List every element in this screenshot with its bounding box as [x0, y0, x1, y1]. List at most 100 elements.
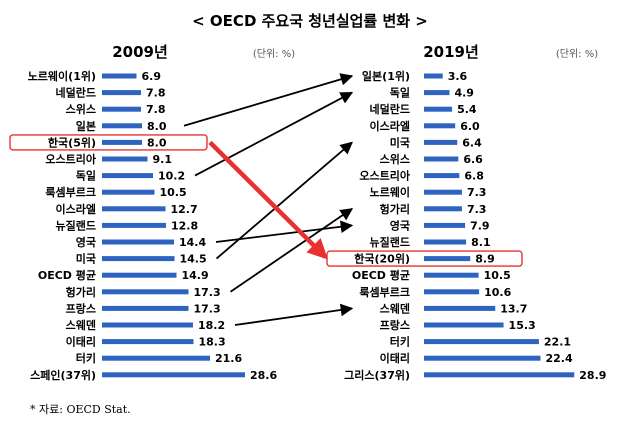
right-bar-OECD-평균 [424, 272, 479, 278]
left-bar-프랑스 [102, 305, 189, 311]
left-category-label-프랑스: 프랑스 [66, 302, 96, 315]
left-value-label-스웨덴: 18.2 [198, 319, 225, 332]
left-category-label-네덜란드: 네덜란드 [56, 86, 96, 100]
left-category-label-헝가리: 헝가리 [66, 285, 96, 299]
left-category-label-뉴질랜드: 뉴질랜드 [56, 218, 96, 232]
left-bar-오스트리아 [102, 156, 148, 162]
left-category-label-독일: 독일 [76, 169, 96, 183]
right-bar-헝가리 [424, 206, 462, 212]
right-bar-뉴질랜드 [424, 239, 467, 245]
right-value-label-터키: 22.1 [544, 336, 571, 349]
left-bar-터키 [102, 355, 210, 361]
left-category-label-노르웨이1위: 노르웨이(1위) [28, 69, 96, 83]
right-category-label-영국: 영국 [390, 219, 410, 232]
left-value-label-이스라엘: 12.7 [171, 203, 198, 216]
arrow-일본 [183, 73, 354, 127]
right-value-label-헝가리: 7.3 [467, 203, 487, 216]
right-value-label-스위스: 6.6 [463, 153, 483, 166]
left-value-label-한국5위: 8.0 [147, 136, 167, 149]
arrow-스웨덴 [234, 303, 354, 326]
right-category-label-OECD-평균: OECD 평균 [352, 268, 410, 282]
left-value-label-헝가리: 17.3 [194, 286, 221, 299]
right-bar-그리스37위 [424, 372, 575, 378]
right-bar-터키 [424, 339, 539, 345]
right-category-label-일본1위: 일본(1위) [362, 69, 410, 83]
left-highlight-box [9, 134, 208, 151]
left-value-label-오스트리아: 9.1 [153, 153, 173, 166]
left-category-label-미국: 미국 [76, 252, 96, 266]
right-category-label-프랑스: 프랑스 [380, 319, 410, 332]
left-value-label-네덜란드: 7.8 [146, 87, 166, 100]
right-value-label-이스라엘: 6.0 [460, 120, 480, 133]
right-value-label-그리스37위: 28.9 [579, 369, 606, 382]
left-category-label-스웨덴: 스웨덴 [66, 318, 96, 332]
left-category-label-이태리: 이태리 [66, 335, 96, 349]
left-category-label-룩셈부르크: 룩셈부르크 [45, 185, 96, 199]
left-category-label-이스라엘: 이스라엘 [56, 202, 96, 216]
left-bar-스페인37위 [102, 372, 245, 378]
right-value-label-일본1위: 3.6 [448, 70, 468, 83]
right-bar-영국 [424, 222, 466, 228]
left-value-label-프랑스: 17.3 [194, 302, 221, 315]
right-bar-미국 [424, 139, 458, 145]
right-category-label-스위스: 스위스 [380, 153, 410, 166]
left-value-label-뉴질랜드: 12.8 [171, 219, 198, 232]
right-panel-unit: (단위: %) [556, 47, 598, 60]
left-value-label-스위스: 7.8 [146, 103, 166, 116]
left-bar-OECD-평균 [102, 272, 177, 278]
left-value-label-영국: 14.4 [179, 236, 206, 249]
right-value-label-룩셈부르크: 10.6 [484, 286, 511, 299]
left-bar-한국5위 [102, 139, 142, 145]
left-bar-이스라엘 [102, 206, 166, 212]
left-bar-이태리 [102, 339, 194, 345]
right-category-label-스웨덴: 스웨덴 [380, 301, 410, 315]
left-bar-일본 [102, 123, 142, 129]
left-bar-뉴질랜드 [102, 222, 166, 228]
left-category-label-OECD-평균: OECD 평균 [38, 268, 96, 282]
left-bar-영국 [102, 239, 174, 245]
left-bar-네덜란드 [102, 90, 141, 96]
right-value-label-독일: 4.9 [454, 87, 474, 100]
left-bar-스위스 [102, 106, 141, 112]
arrows-layer [183, 73, 354, 326]
left-bar-룩셈부르크 [102, 189, 155, 195]
left-value-label-스페인37위: 28.6 [250, 369, 277, 382]
arrow-미국 [215, 141, 353, 260]
left-panel-title: 2009년 [112, 43, 168, 61]
left-bar-미국 [102, 256, 175, 262]
right-category-label-이태리: 이태리 [380, 351, 410, 365]
chart-title: < OECD 주요국 청년실업률 변화 > [192, 12, 428, 30]
right-bar-이스라엘 [424, 123, 456, 129]
right-category-label-그리스37위: 그리스(37위) [344, 368, 410, 382]
right-bar-스위스 [424, 156, 459, 162]
left-category-label-한국5위: 한국(5위) [48, 135, 96, 149]
arrow-헝가리 [229, 208, 354, 293]
left-bar-헝가리 [102, 289, 189, 295]
right-bar-룩셈부르크 [424, 289, 480, 295]
right-bar-오스트리아 [424, 173, 460, 179]
right-category-label-뉴질랜드: 뉴질랜드 [370, 235, 410, 249]
right-panel-title: 2019년 [423, 43, 479, 61]
left-category-label-스위스: 스위스 [66, 103, 96, 116]
right-category-label-헝가리: 헝가리 [380, 202, 410, 216]
right-bar-프랑스 [424, 322, 504, 328]
right-category-label-독일: 독일 [390, 86, 410, 100]
right-value-label-뉴질랜드: 8.1 [471, 236, 491, 249]
right-bar-독일 [424, 90, 450, 96]
right-panel: 일본(1위) 3.6 독일 4.9 네덜란드 5.4 이스라엘 6.0 미국 6.4 스위스 6.6 오… [326, 69, 606, 382]
arrow-독일 [194, 91, 354, 177]
right-bar-일본1위 [424, 73, 443, 79]
right-value-label-미국: 6.4 [462, 136, 482, 149]
right-value-label-프랑스: 15.3 [509, 319, 536, 332]
right-category-label-네덜란드: 네덜란드 [370, 102, 410, 116]
right-value-label-영국: 7.9 [470, 219, 490, 232]
right-value-label-노르웨이: 7.3 [467, 186, 487, 199]
right-value-label-이태리: 22.4 [545, 352, 572, 365]
right-value-label-OECD-평균: 10.5 [484, 269, 511, 282]
right-bar-노르웨이 [424, 189, 462, 195]
left-category-label-스페인37위: 스페인(37위) [30, 368, 96, 382]
arrow-영국 [215, 220, 354, 243]
left-value-label-룩셈부르크: 10.5 [160, 186, 187, 199]
right-bar-한국20위 [424, 256, 471, 262]
